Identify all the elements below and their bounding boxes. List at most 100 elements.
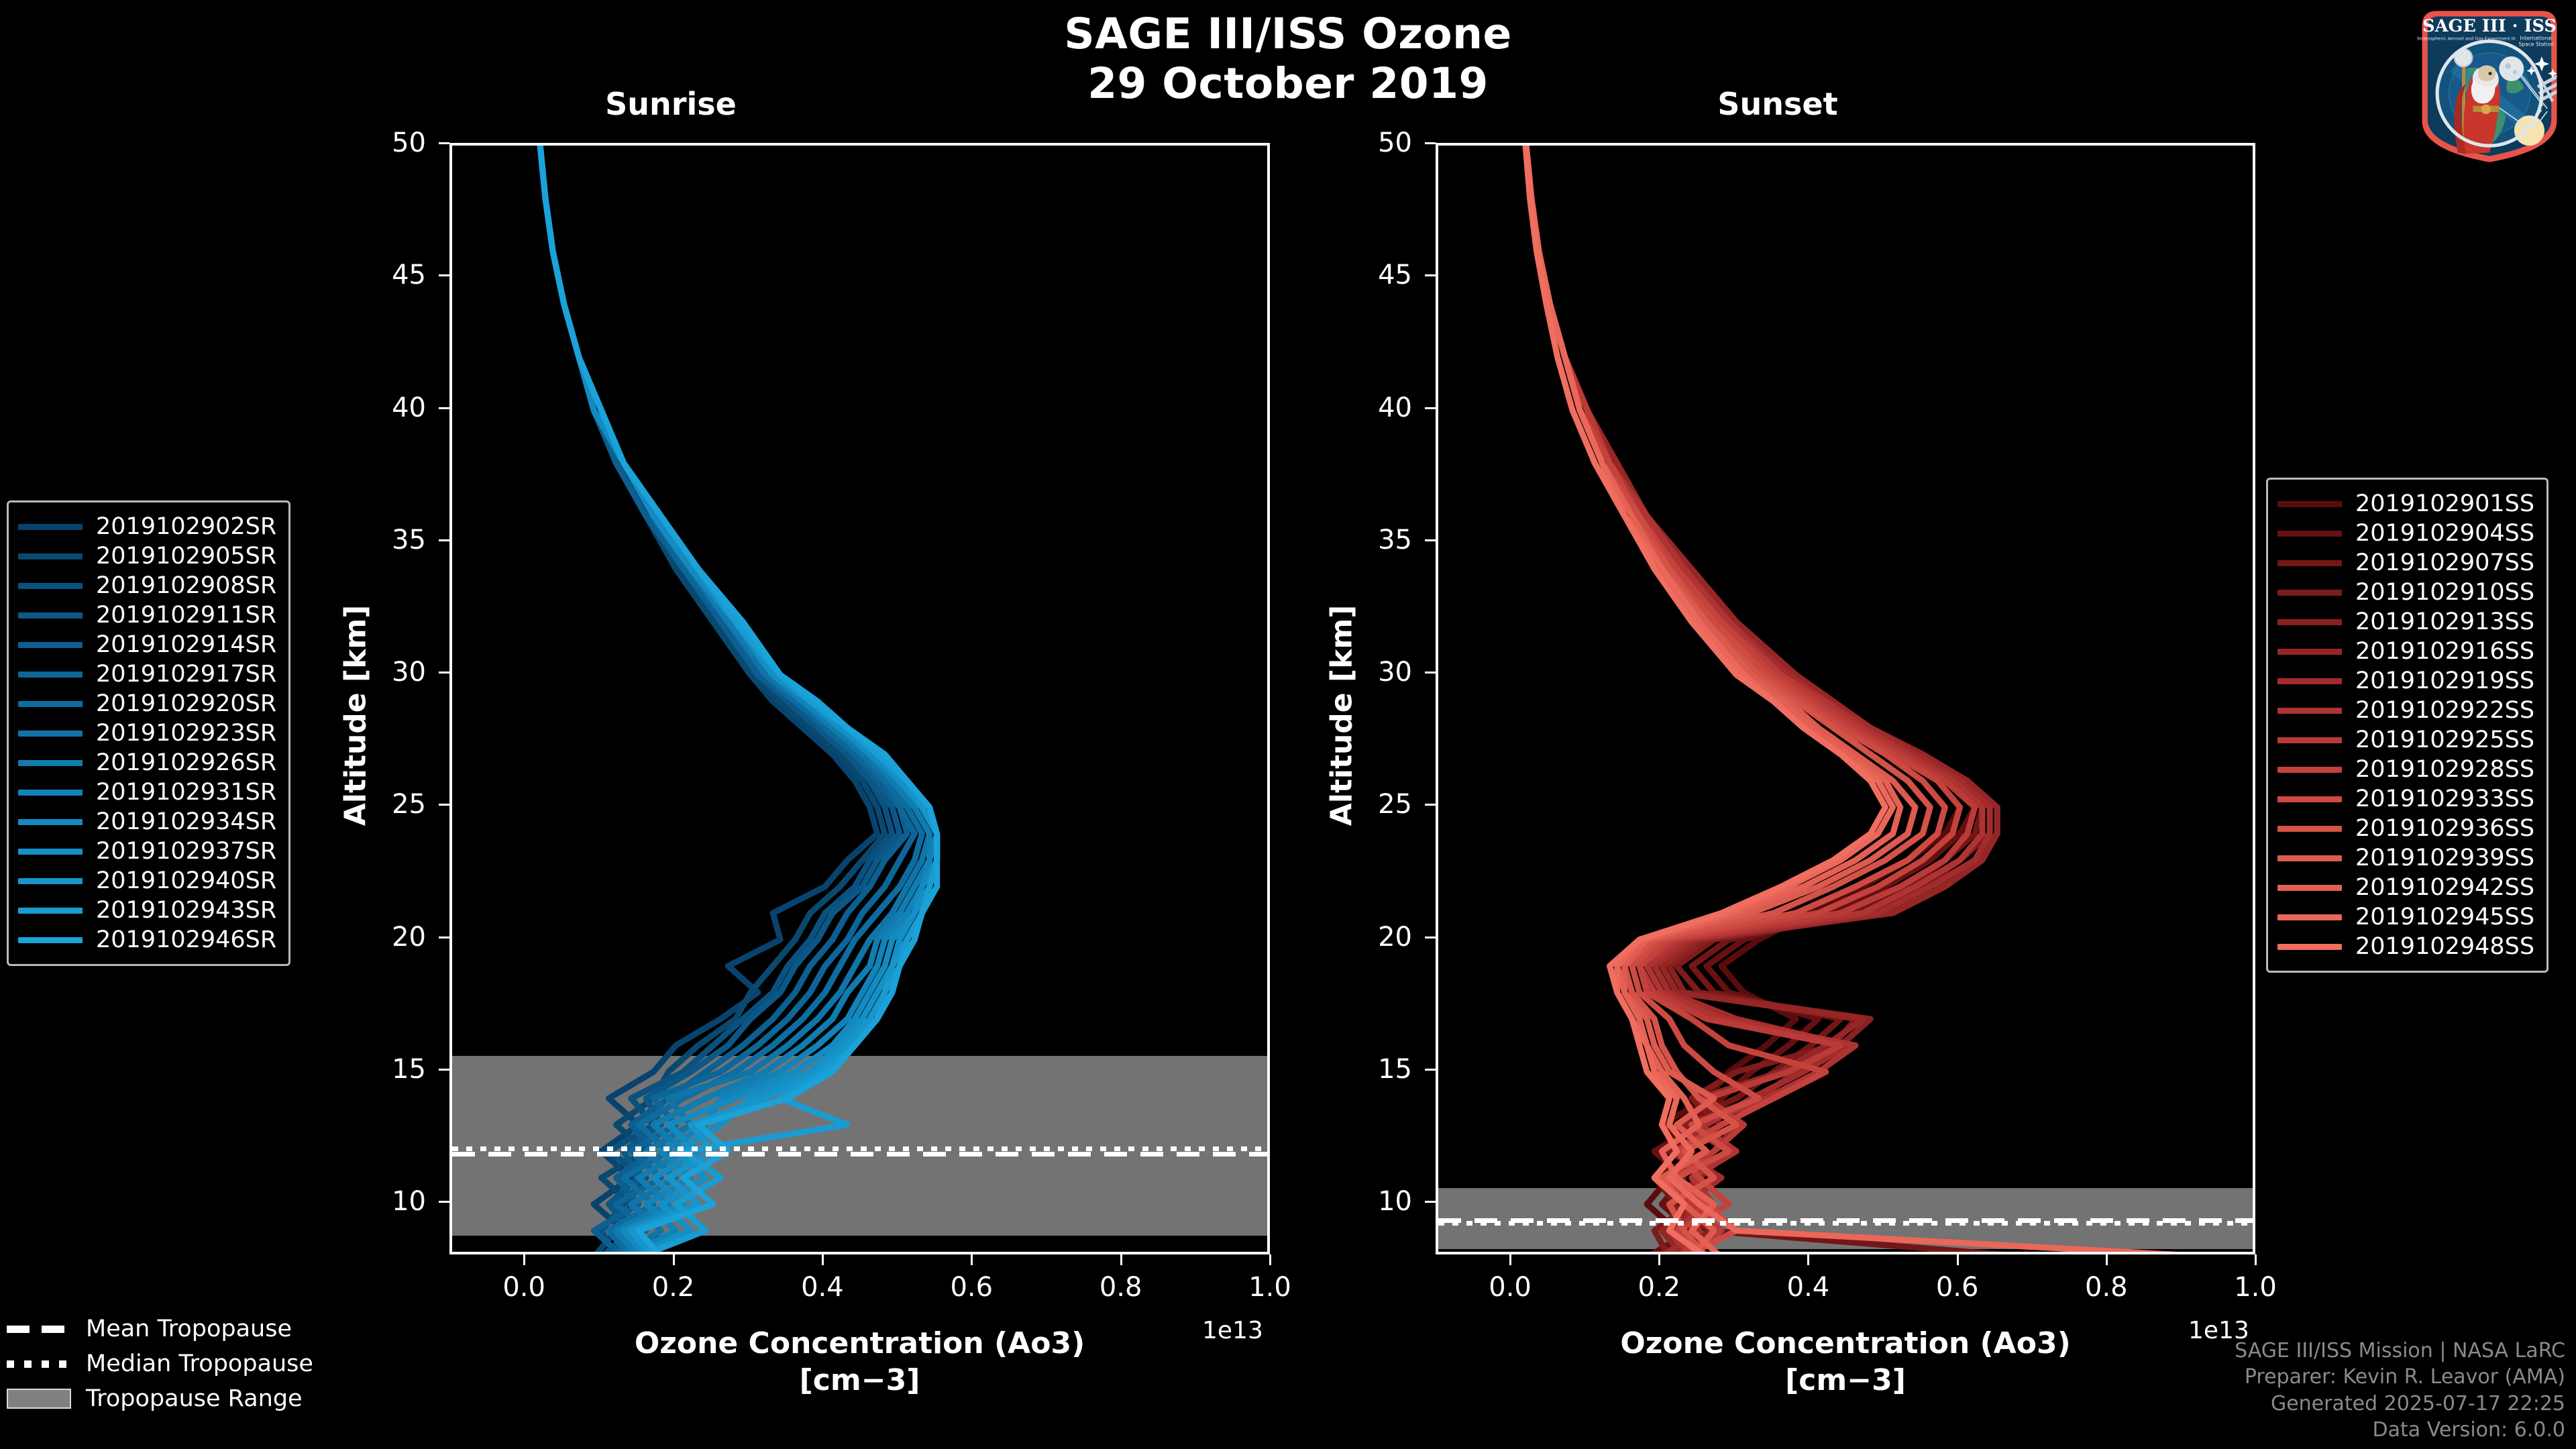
legend-tropopause-label: Mean Tropopause <box>86 1316 292 1342</box>
legend-sunrise-item[interactable]: 2019102923SR <box>18 718 276 748</box>
y-tick-label: 35 <box>392 524 426 555</box>
legend-tropopause-label: Tropopause Range <box>86 1385 303 1412</box>
legend-sunrise-item[interactable]: 2019102905SR <box>18 541 276 571</box>
legend-sunrise-item[interactable]: 2019102931SR <box>18 777 276 807</box>
legend-sunrise-swatch <box>18 641 83 648</box>
y-tick <box>439 274 449 277</box>
profile-line <box>1523 146 2000 1252</box>
legend-sunset-label: 2019102919SS <box>2355 667 2535 694</box>
legend-sunrise-swatch <box>18 818 83 825</box>
legend-sunrise-item[interactable]: 2019102934SR <box>18 807 276 837</box>
legend-sunset-item[interactable]: 2019102933SS <box>2277 784 2534 814</box>
y-tick <box>439 804 449 806</box>
x-tick <box>523 1254 526 1265</box>
y-tick-label: 40 <box>1378 392 1412 423</box>
y-tick <box>1425 804 1436 806</box>
legend-sunset-item[interactable]: 2019102913SS <box>2277 607 2534 637</box>
legend-tropopause-item[interactable]: Tropopause Range <box>7 1381 313 1416</box>
legend-sunset-label: 2019102925SS <box>2355 727 2535 753</box>
legend-sunrise-item[interactable]: 2019102940SR <box>18 866 276 896</box>
x-tick <box>2105 1254 2108 1265</box>
legend-tropopause-item[interactable]: Median Tropopause <box>7 1346 313 1381</box>
title-line-2: 29 October 2019 <box>1087 59 1489 109</box>
x-tick <box>1807 1254 1810 1265</box>
legend-sunset-label: 2019102910SS <box>2355 579 2535 606</box>
y-tick-label: 15 <box>1378 1053 1412 1085</box>
legend-sunrise-item[interactable]: 2019102920SR <box>18 689 276 718</box>
legend-sunset-label: 2019102916SS <box>2355 638 2535 665</box>
logo-subtitle-left: Stratospheric Aerosol and Gas Experiment… <box>2417 36 2516 41</box>
tropopause-range-band-sunrise <box>452 1056 1267 1236</box>
title-line-1: SAGE III/ISS Ozone <box>1064 9 1512 58</box>
legend-sunrise-item[interactable]: 2019102943SR <box>18 896 276 925</box>
legend-sunrise-item[interactable]: 2019102917SR <box>18 659 276 689</box>
legend-sunset-swatch <box>2277 559 2342 566</box>
ozone-profile-lines-sunset <box>1522 146 2178 1252</box>
legend-sunrise-item[interactable]: 2019102926SR <box>18 748 276 777</box>
profile-line <box>537 146 941 1252</box>
profile-line <box>1523 146 2178 1252</box>
legend-sunset-item[interactable]: 2019102901SS <box>2277 489 2534 519</box>
legend-sunrise-swatch <box>18 877 83 884</box>
legend-sunrise-label: 2019102931SR <box>96 779 277 806</box>
legend-sunset-item[interactable]: 2019102945SS <box>2277 902 2534 932</box>
legend-sunrise-item[interactable]: 2019102911SR <box>18 600 276 630</box>
profile-line <box>1523 146 1919 1252</box>
legend-sunset-item[interactable]: 2019102936SS <box>2277 814 2534 843</box>
y-tick <box>439 407 449 409</box>
legend-sunset-item[interactable]: 2019102948SS <box>2277 932 2534 961</box>
x-tick-label: 0.8 <box>2085 1272 2128 1303</box>
legend-sunrise-label: 2019102905SR <box>96 543 277 570</box>
y-tick-label: 30 <box>392 657 426 688</box>
profile-line <box>537 146 903 1252</box>
legend-sunset-item[interactable]: 2019102907SS <box>2277 548 2534 578</box>
x-tick <box>672 1254 675 1265</box>
legend-sunset-swatch <box>2277 943 2342 950</box>
legend-sunset-item[interactable]: 2019102939SS <box>2277 843 2534 873</box>
legend-sunrise[interactable]: 2019102902SR 2019102905SR 2019102908SR 2019… <box>7 500 291 966</box>
legend-sunset[interactable]: 2019102901SS 2019102904SS 2019102907SS 2019… <box>2266 478 2549 973</box>
legend-sunrise-swatch <box>18 582 83 589</box>
legend-sunrise-label: 2019102917SR <box>96 661 277 688</box>
legend-sunset-item[interactable]: 2019102925SS <box>2277 725 2534 755</box>
legend-tropopause-item[interactable]: Mean Tropopause <box>7 1311 313 1346</box>
legend-sunrise-swatch <box>18 848 83 855</box>
y-tick-label: 45 <box>1378 260 1412 291</box>
y-tick <box>1425 407 1436 409</box>
legend-sunset-item[interactable]: 2019102919SS <box>2277 666 2534 696</box>
legend-sunset-label: 2019102933SS <box>2355 786 2535 812</box>
x-tick <box>2255 1254 2257 1265</box>
legend-sunset-label: 2019102948SS <box>2355 933 2535 960</box>
legend-sunset-label: 2019102942SS <box>2355 874 2535 901</box>
legend-tropopause[interactable]: Mean Tropopause Median Tropopause Tropopau… <box>7 1311 313 1416</box>
legend-sunset-item[interactable]: 2019102916SS <box>2277 637 2534 666</box>
legend-sunset-item[interactable]: 2019102942SS <box>2277 873 2534 902</box>
legend-sunset-item[interactable]: 2019102910SS <box>2277 578 2534 607</box>
credit-generated: Generated 2025-07-17 22:25 <box>2270 1391 2565 1415</box>
legend-sunrise-label: 2019102920SR <box>96 690 277 717</box>
x-axis-label-sunset: Ozone Concentration (Ao3) [cm−3] <box>1436 1325 2255 1399</box>
x-tick-label: 1.0 <box>2234 1272 2277 1303</box>
y-tick-label: 10 <box>392 1186 426 1218</box>
legend-sunrise-item[interactable]: 2019102902SR <box>18 512 276 541</box>
legend-sunrise-label: 2019102914SR <box>96 631 277 658</box>
y-tick-label: 25 <box>1378 789 1412 820</box>
median-tropopause-line-sunset <box>1438 1220 2253 1226</box>
y-tick <box>439 1068 449 1071</box>
legend-sunset-item[interactable]: 2019102922SS <box>2277 696 2534 725</box>
y-tick <box>1425 672 1436 674</box>
x-tick-label: 0.0 <box>1489 1272 1532 1303</box>
legend-sunrise-item[interactable]: 2019102914SR <box>18 630 276 659</box>
y-tick-label: 30 <box>1378 657 1412 688</box>
legend-sunrise-label: 2019102937SR <box>96 838 277 865</box>
legend-sunrise-item[interactable]: 2019102937SR <box>18 837 276 866</box>
legend-sunset-label: 2019102901SS <box>2355 490 2535 517</box>
y-tick-label: 10 <box>1378 1186 1412 1218</box>
legend-sunrise-item[interactable]: 2019102908SR <box>18 571 276 600</box>
legend-sunset-item[interactable]: 2019102928SS <box>2277 755 2534 784</box>
panel-title-sunrise: Sunrise <box>605 86 737 122</box>
legend-sunset-item[interactable]: 2019102904SS <box>2277 519 2534 548</box>
legend-sunset-swatch <box>2277 648 2342 655</box>
legend-sunrise-item[interactable]: 2019102946SR <box>18 925 276 955</box>
mean-tropopause-line-sunrise <box>452 1152 1267 1157</box>
